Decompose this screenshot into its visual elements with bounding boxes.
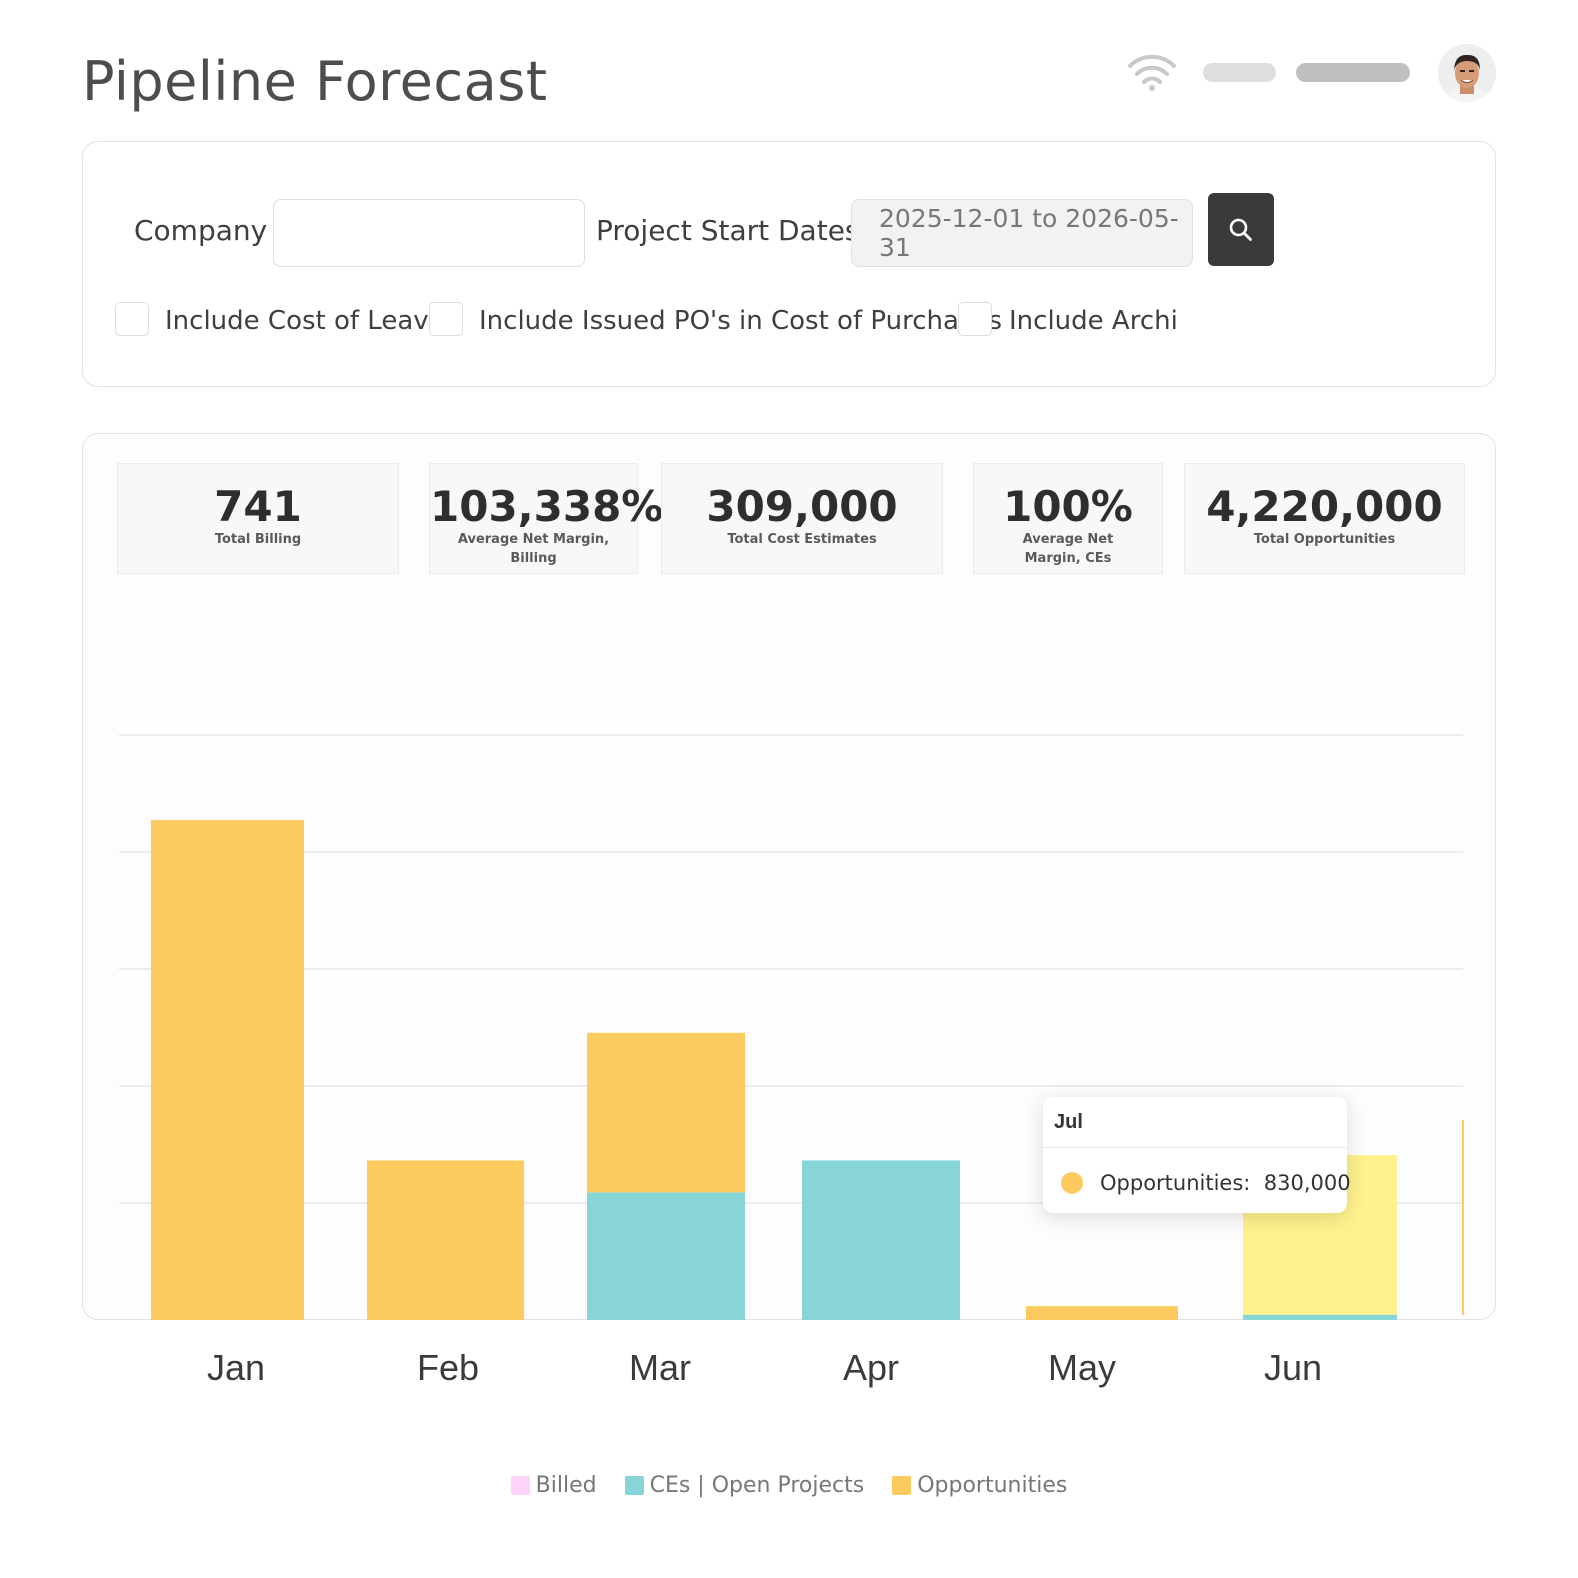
tooltip-series-name: Opportunities: [1100,1171,1251,1195]
filter-panel: Company Project Start Dates 2025-12-01 t… [82,141,1496,387]
search-icon [1229,218,1252,241]
kpi-total-billing: 741 Total Billing [117,463,399,574]
tooltip-text: Opportunities: 830,000 [1100,1171,1351,1195]
kpi-label: Total Opportunities [1253,532,1396,547]
company-label: Company [134,214,268,247]
bar-apr-ces-open-projects[interactable] [802,1160,960,1320]
kpi-average-net-margin-ces: 100% Average Net Margin, CEs [973,463,1163,574]
x-tick-label: Mar [629,1347,691,1388]
checkbox-include-cost-of-leave[interactable] [115,302,149,336]
legend-item[interactable]: Opportunities [892,1473,1067,1498]
legend-swatch [892,1476,912,1495]
x-tick-label: Apr [843,1347,899,1388]
date-range-field[interactable]: 2025-12-01 to 2026-05-31 [851,199,1193,267]
bar-jan-opportunities[interactable] [151,820,304,1320]
chart-legend: Billed CEs | Open Projects Opportunities [0,1473,1578,1498]
checkbox-label-archived: Include Archi [1009,306,1178,336]
tooltip-series-value: 830,000 [1263,1171,1351,1195]
kpi-label: Total Billing [214,532,302,547]
tooltip-title: Jul [1054,1111,1083,1133]
legend-label: CEs | Open Projects [649,1473,865,1498]
legend-swatch [624,1476,644,1495]
tooltip-divider [1043,1147,1347,1148]
kpi-total-cost-estimates: 309,000 Total Cost Estimates [661,463,943,574]
kpi-average-net-margin-billing: 103,338% Average Net Margin, Billing [429,463,664,574]
kpi-value: 4,220,000 [1206,482,1443,531]
company-input[interactable] [273,199,585,267]
kpi-value: 741 [214,482,302,531]
bar-feb-opportunities[interactable] [367,1160,524,1320]
x-tick-label: May [1048,1347,1116,1388]
x-tick-label: Jun [1264,1347,1322,1388]
legend-item[interactable]: CEs | Open Projects [624,1473,865,1498]
status-pill-long [1296,63,1410,82]
legend-label: Billed [535,1473,597,1498]
kpi-value: 100% [1003,482,1133,531]
legend-swatch [510,1476,530,1495]
chart-tooltip: Jul Opportunities: 830,000 [1043,1097,1351,1213]
status-pill-short [1203,63,1276,82]
checkbox-include-issued-pos[interactable] [429,302,463,336]
kpi-label: Average Net Margin, CEs [1022,532,1114,566]
bar-jun-ces-open-projects[interactable] [1243,1314,1397,1320]
page-title: Pipeline Forecast [82,50,548,113]
legend-label: Opportunities [917,1473,1068,1498]
checkbox-label-cost-of-leave: Include Cost of Leave [165,306,445,336]
checkbox-label-issued-pos: Include Issued PO's in Cost of Purchases [479,306,1002,336]
bar-mar-opportunities[interactable] [587,1032,745,1193]
kpi-label: Total Cost Estimates [727,532,877,547]
avatar-icon [1438,44,1496,102]
search-button[interactable] [1208,193,1274,266]
kpi-value: 103,338% [430,482,664,531]
bar-jul-edge [1462,1120,1464,1315]
project-start-dates-label: Project Start Dates [596,214,860,247]
kpi-label: Average Net Margin, Billing [457,532,610,566]
tooltip-series-dot [1061,1172,1083,1194]
bar-mar-ces-open-projects[interactable] [587,1192,745,1320]
kpi-total-opportunities: 4,220,000 Total Opportunities [1184,463,1465,574]
avatar[interactable] [1438,44,1496,102]
bar-may-opportunities[interactable] [1026,1306,1178,1320]
wifi-icon [1128,54,1176,91]
legend-item[interactable]: Billed [510,1473,597,1498]
x-tick-label: Feb [417,1347,479,1388]
checkbox-include-archived[interactable] [958,302,992,336]
kpi-value: 309,000 [706,482,898,531]
x-tick-label: Jan [207,1347,265,1388]
